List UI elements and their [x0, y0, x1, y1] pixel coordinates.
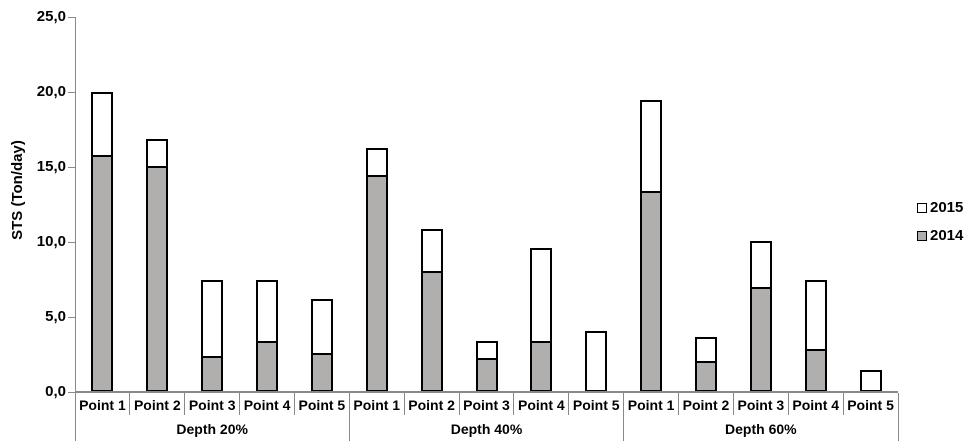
legend-label-2015: 2015	[930, 199, 964, 216]
x-cell-separator	[842, 393, 844, 415]
bar-depth20-point4	[256, 279, 279, 392]
x-category-label: Point 4	[792, 397, 840, 413]
x-cell-separator	[458, 393, 460, 415]
y-tick-label: 10,0	[36, 233, 66, 250]
x-category-label: Point 5	[847, 397, 894, 413]
bar-depth20-point1	[91, 92, 114, 392]
bar-depth40-point3	[475, 341, 498, 392]
y-tick	[68, 391, 75, 393]
bar-segment-2014	[258, 341, 277, 390]
x-cell-separator	[184, 393, 186, 415]
bar-depth40-point4	[530, 248, 553, 392]
y-tick	[68, 241, 75, 243]
bar-depth60-point2	[694, 336, 717, 392]
y-tick-label: 25,0	[36, 8, 66, 25]
x-category-label: Point 4	[518, 397, 565, 413]
x-category-label: Point 2	[682, 397, 730, 413]
legend-item-2015: 2015	[917, 200, 963, 216]
legend-label-2014: 2014	[930, 227, 964, 244]
x-category-label: Point 1	[79, 397, 126, 413]
x-cell-separator	[403, 393, 405, 415]
y-tick	[68, 91, 75, 93]
x-cell-separator	[513, 393, 515, 415]
y-tick	[68, 316, 75, 318]
x-group-label: Depth 20%	[176, 421, 248, 437]
x-cell-separator	[787, 393, 789, 415]
x-category-label: Point 2	[408, 397, 455, 413]
legend-swatch-2014	[917, 231, 927, 241]
y-axis-line	[75, 17, 76, 392]
x-category-label: Point 2	[133, 397, 181, 413]
x-group-label: Depth 60%	[725, 421, 797, 437]
bar-segment-2014	[203, 356, 222, 390]
y-tick	[68, 16, 75, 18]
y-tick	[68, 166, 75, 168]
x-category-label: Point 5	[572, 397, 620, 413]
bar-depth20-point3	[201, 279, 224, 392]
bar-segment-2014	[806, 348, 825, 390]
bar-segment-2014	[532, 341, 551, 390]
bar-depth60-point5	[859, 369, 882, 392]
bar-depth40-point5	[585, 330, 608, 392]
bar-segment-2014	[422, 270, 441, 390]
bar-segment-2014	[367, 174, 386, 390]
x-cell-separator	[129, 393, 131, 415]
y-tick-label: 20,0	[36, 83, 66, 100]
x-category-label: Point 5	[298, 397, 346, 413]
x-category-label: Point 3	[188, 397, 236, 413]
x-category-label: Point 4	[243, 397, 291, 413]
x-category-label: Point 3	[737, 397, 785, 413]
bar-segment-2014	[477, 357, 496, 390]
y-tick-label: 0,0	[45, 383, 66, 400]
legend-item-2014: 2014	[917, 228, 963, 244]
bar-segment-2014	[312, 353, 331, 390]
x-category-label: Point 1	[353, 397, 401, 413]
x-group-separator	[74, 393, 76, 441]
bar-segment-2014	[642, 191, 661, 390]
x-cell-separator	[239, 393, 241, 415]
bar-segment-2014	[93, 155, 112, 390]
x-cell-separator	[293, 393, 295, 415]
bar-depth20-point2	[146, 138, 169, 392]
x-cell-separator	[568, 393, 570, 415]
x-group-label: Depth 40%	[450, 421, 523, 437]
x-cell-separator	[732, 393, 734, 415]
x-group-separator	[348, 393, 350, 441]
bar-segment-2014	[696, 360, 715, 390]
y-tick-label: 15,0	[36, 158, 66, 175]
x-axis-line	[75, 391, 898, 393]
bar-segment-2014	[751, 287, 770, 390]
bar-depth40-point1	[365, 147, 388, 392]
bar-depth60-point3	[749, 240, 772, 392]
x-category-label: Point 1	[627, 397, 675, 413]
y-tick-label: 5,0	[45, 308, 66, 325]
x-group-separator	[897, 393, 899, 441]
bar-segment-2014	[148, 165, 167, 390]
x-group-separator	[623, 393, 625, 441]
legend-swatch-2015	[917, 203, 927, 213]
bar-depth40-point2	[420, 228, 443, 392]
bar-depth60-point4	[804, 279, 827, 392]
x-cell-separator	[678, 393, 680, 415]
y-axis-title: STS (Ton/day)	[9, 140, 26, 240]
bar-depth60-point1	[640, 99, 663, 392]
x-category-label: Point 3	[463, 397, 510, 413]
bar-depth20-point5	[310, 299, 333, 392]
